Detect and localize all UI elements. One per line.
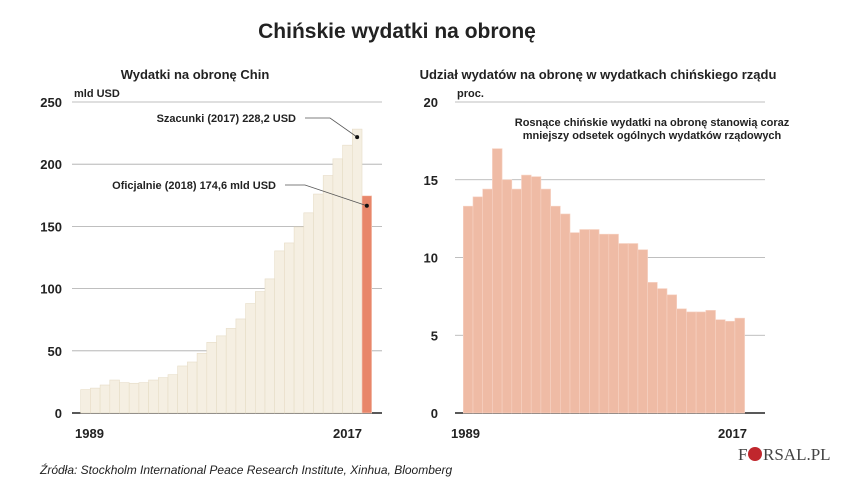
logo-chart-icon — [748, 447, 762, 461]
bar-2017 — [734, 317, 745, 414]
bar-2008 — [647, 282, 658, 414]
bar-1992 — [109, 379, 120, 414]
forsal-logo: F RSAL.PL — [738, 445, 831, 464]
y-tick-label: 10 — [424, 251, 438, 266]
logo-text: F — [738, 445, 747, 464]
bar-2018 — [361, 195, 372, 414]
bar-2016 — [342, 144, 353, 414]
logo-text: RSAL.PL — [763, 445, 831, 464]
chart-defense-spending: Wydatki na obronę Chin mld USD 0 50 100 150… — [40, 67, 382, 441]
bar-1990 — [90, 387, 101, 414]
y-tick-label: 20 — [424, 95, 438, 110]
bar-2010 — [284, 242, 295, 414]
chart-defense-share: Udział wydatów na obronę w wydatkach chi… — [420, 67, 790, 441]
bar-2010 — [666, 294, 677, 414]
bar-1993 — [119, 382, 130, 414]
bar-1990 — [472, 196, 483, 414]
chart-title: Udział wydatów na obronę w wydatkach chi… — [420, 67, 777, 82]
bar-2016 — [724, 320, 736, 414]
page-title: Chińskie wydatki na obronę — [258, 20, 536, 43]
annotation-dot — [364, 203, 369, 208]
y-axis-label: mld USD — [74, 88, 120, 100]
bar-2011 — [676, 308, 687, 414]
bar-1999 — [559, 213, 571, 414]
y-tick-label: 250 — [40, 95, 62, 110]
bar-1993 — [501, 179, 513, 414]
bar-2003 — [216, 335, 227, 414]
bar-2000 — [569, 232, 580, 414]
bar-1996 — [148, 379, 159, 414]
bar-2003 — [598, 233, 610, 414]
bar-2000 — [187, 361, 198, 414]
bar-2001 — [196, 352, 208, 414]
x-tick-label: 1989 — [75, 426, 104, 441]
bar-2005 — [618, 243, 629, 414]
bar-1995 — [138, 382, 149, 414]
bar-2006 — [245, 303, 256, 414]
bar-1999 — [177, 365, 188, 414]
bar-2014 — [705, 310, 716, 414]
source-note: Źródła: Stockholm International Peace Re… — [39, 462, 453, 477]
annotation-label: Szacunki (2017) 228,2 USD — [157, 113, 296, 125]
bar-2006 — [627, 243, 639, 414]
y-tick-label: 0 — [431, 406, 438, 421]
x-tick-label: 2017 — [333, 426, 362, 441]
bar-2008 — [264, 278, 275, 414]
y-tick-label: 100 — [40, 282, 62, 297]
bar-2005 — [235, 318, 246, 414]
bar-2004 — [225, 328, 237, 414]
bar-1997 — [158, 377, 169, 414]
y-tick-label: 0 — [55, 406, 62, 421]
bar-1997 — [540, 188, 551, 414]
x-tick-label: 1989 — [451, 426, 480, 441]
annotation-label: Oficjalnie (2018) 174,6 mld USD — [112, 180, 276, 192]
bar-2001 — [579, 229, 590, 414]
bar-2013 — [313, 193, 324, 414]
bar-2009 — [656, 288, 668, 414]
bar-1998 — [167, 374, 178, 414]
bar-2007 — [255, 291, 266, 414]
bar-2004 — [608, 233, 619, 414]
bar-2013 — [695, 311, 707, 414]
annotation-leader-line — [305, 117, 358, 138]
y-tick-label: 15 — [424, 173, 438, 188]
bar-1991 — [482, 188, 493, 414]
bar-1996 — [530, 176, 542, 414]
bar-2009 — [274, 250, 285, 414]
x-tick-label: 2017 — [718, 426, 747, 441]
y-tick-label: 5 — [431, 328, 438, 343]
annotation-line: mniejszy odsetek ogólnych wydatków rządo… — [523, 130, 782, 142]
y-tick-label: 50 — [48, 344, 62, 359]
bar-2007 — [637, 249, 648, 414]
bar-2011 — [293, 226, 305, 414]
bar-2002 — [589, 229, 600, 414]
bar-1994 — [511, 188, 522, 414]
bar-1994 — [128, 382, 140, 414]
bar-1995 — [521, 174, 532, 414]
bar-2012 — [303, 212, 314, 414]
bar-1989 — [462, 205, 474, 414]
y-tick-label: 150 — [40, 219, 62, 234]
y-axis-label: proc. — [457, 88, 484, 100]
bar-2015 — [715, 319, 726, 414]
bar-2002 — [206, 342, 217, 414]
chart-title: Wydatki na obronę Chin — [121, 67, 270, 82]
bar-2017 — [351, 128, 363, 414]
bar-1989 — [80, 389, 91, 414]
annotation-dot — [355, 135, 360, 140]
annotation-leader-line — [285, 184, 367, 207]
y-tick-label: 200 — [40, 157, 62, 172]
bar-2014 — [322, 175, 334, 414]
annotation-line: Rosnące chińskie wydatki na obronę stano… — [515, 117, 790, 129]
bar-1992 — [492, 148, 503, 414]
bar-1991 — [99, 384, 111, 414]
bar-2012 — [686, 311, 697, 414]
bar-1998 — [550, 205, 561, 414]
